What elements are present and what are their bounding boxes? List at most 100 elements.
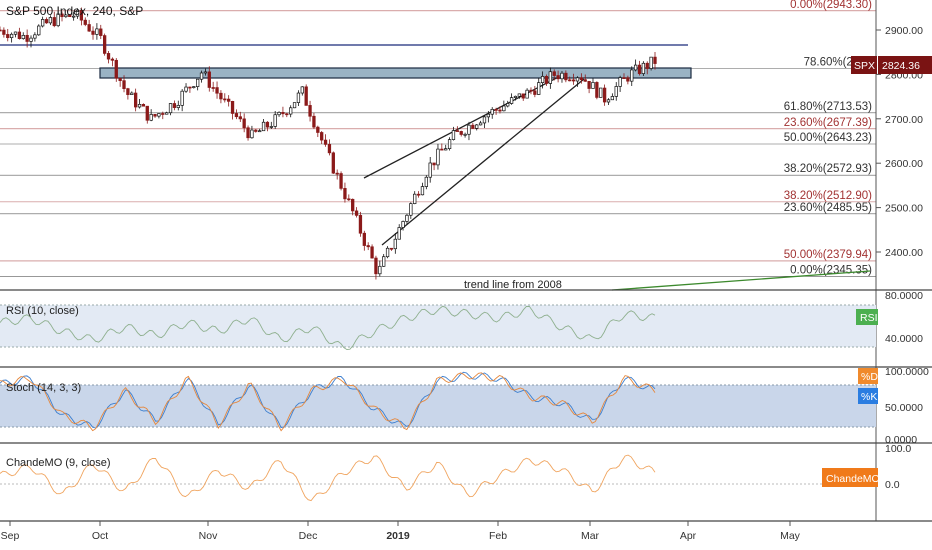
- candle-body: [432, 162, 436, 166]
- candle-body: [199, 72, 204, 80]
- rsi-band: [0, 305, 876, 347]
- candle-body: [95, 28, 99, 35]
- time-tick-label: Oct: [92, 530, 108, 542]
- time-tick-label: Nov: [199, 530, 218, 542]
- candle-body: [258, 130, 262, 133]
- candle-body: [444, 148, 448, 151]
- candle-body: [579, 77, 584, 81]
- candle-body: [52, 17, 56, 27]
- candle-body: [304, 86, 308, 106]
- candle-body: [525, 89, 529, 99]
- candle-body: [583, 79, 587, 82]
- candle-body: [64, 14, 68, 18]
- candle-body: [17, 31, 22, 40]
- stoch-d-badge[interactable]: [858, 368, 878, 384]
- candle-body: [180, 90, 184, 106]
- candle-body: [141, 104, 146, 107]
- candle-body: [300, 86, 304, 94]
- symbol-tag: [851, 56, 877, 74]
- candle-body: [227, 98, 231, 102]
- candle-body: [548, 71, 553, 84]
- candle-body: [428, 162, 432, 178]
- candle-body: [374, 257, 378, 275]
- candle-body: [420, 186, 425, 196]
- candle-body: [467, 124, 471, 135]
- candle-body: [184, 86, 188, 92]
- candle-body: [2, 29, 6, 35]
- fib-label: 61.80%(2713.53): [784, 101, 872, 113]
- candle-body: [192, 86, 196, 88]
- candle-body: [478, 122, 483, 126]
- candle-body: [176, 105, 180, 108]
- candle-body: [145, 105, 149, 121]
- candle-body: [316, 126, 320, 133]
- candle-body: [482, 116, 487, 124]
- candle-body: [161, 113, 165, 115]
- candle-body: [106, 53, 111, 60]
- candle-body: [552, 71, 556, 76]
- candle-body: [385, 247, 390, 258]
- candle-body: [502, 105, 506, 112]
- candle-body: [87, 24, 91, 32]
- candle-body: [207, 71, 211, 88]
- candle-body: [382, 256, 386, 267]
- candle-body: [393, 238, 397, 250]
- candle-body: [494, 108, 498, 111]
- candle-body: [188, 86, 192, 89]
- last-price-value: 2824.36: [882, 60, 920, 72]
- candle-body: [114, 59, 118, 79]
- chart-title: S&P 500 Index, 240, S&P: [6, 4, 143, 18]
- candle-body: [56, 13, 60, 27]
- candle-body: [122, 80, 126, 89]
- candle-body: [637, 64, 642, 74]
- rsi-badge[interactable]: [856, 309, 878, 325]
- candle-body: [560, 72, 564, 80]
- candle-body: [416, 193, 421, 196]
- stoch-k-badge-text: %K: [861, 391, 877, 403]
- candle-body: [196, 78, 200, 87]
- candle-body: [630, 69, 634, 82]
- resistance-zone: [99, 67, 692, 79]
- candle-body: [397, 227, 401, 240]
- fib-label: 38.20%(2512.90): [784, 190, 872, 202]
- candle-body: [513, 95, 518, 99]
- stoch-tick-100: 100.0000: [885, 366, 929, 378]
- candle-body: [273, 114, 277, 127]
- stoch-k-badge[interactable]: [858, 388, 878, 404]
- candle-body: [126, 88, 130, 95]
- candle-body: [370, 246, 374, 259]
- candle-body: [436, 148, 440, 166]
- stoch-band: [0, 385, 876, 427]
- candle-body: [459, 131, 463, 135]
- candle-body: [490, 108, 494, 115]
- cmo-label: ChandeMO (9, close): [6, 457, 111, 469]
- last-price-tag: [878, 56, 932, 74]
- candle-body: [610, 96, 615, 101]
- cmo-tick-0: 0.0: [885, 479, 900, 491]
- candle-body: [517, 93, 521, 97]
- stoch-d-badge-text: %D: [861, 371, 878, 383]
- candle-body: [223, 98, 227, 101]
- cmo-badge[interactable]: [822, 468, 878, 487]
- time-tick-label: May: [780, 530, 801, 542]
- candle-body: [401, 221, 405, 228]
- candle-body: [451, 130, 456, 140]
- candle-body: [622, 77, 626, 79]
- symbol-tag-text: SPX: [854, 60, 875, 72]
- candle-body: [296, 92, 301, 103]
- candle-body: [312, 115, 316, 128]
- candle-body: [424, 176, 428, 187]
- candle-body: [440, 148, 444, 151]
- candle-body: [246, 127, 250, 139]
- candle-body: [157, 113, 161, 117]
- candle-body: [591, 82, 595, 89]
- candle-body: [331, 152, 335, 174]
- candle-body: [211, 87, 215, 89]
- candle-body: [277, 112, 281, 116]
- time-tick-label: Mar: [581, 530, 600, 542]
- stoch-tick-50: 50.0000: [885, 402, 923, 414]
- candle-body: [219, 92, 223, 100]
- price-candles: [0, 7, 657, 280]
- fib-label: 0.00%(2345.35): [790, 264, 872, 276]
- candle-body: [71, 15, 76, 18]
